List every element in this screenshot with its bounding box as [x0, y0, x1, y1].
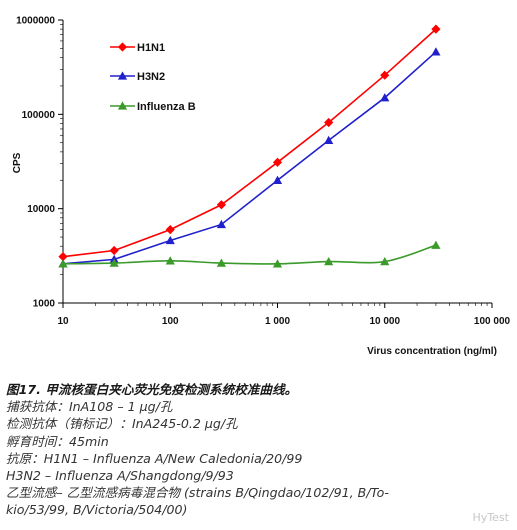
data-point — [165, 224, 175, 235]
caption-line-influenza-b: 乙型流感– 乙型流感病毒混合物 (strains B/Qingdao/102/9… — [6, 485, 389, 501]
series-line — [62, 244, 437, 265]
data-point — [324, 256, 334, 266]
data-series — [58, 24, 441, 268]
y-tick-label: 100000 — [22, 110, 56, 121]
y-tick-label: 1000 — [33, 299, 56, 310]
caption-line-influenza-b-cont: kio/53/99, B/Victoria/504/00) — [6, 502, 188, 518]
x-tick-label: 100 — [162, 316, 179, 327]
x-tick-label: 10 — [57, 316, 69, 327]
x-axis-title: Virus concentration (ng/ml) — [367, 346, 497, 357]
series-h1n1 — [58, 24, 441, 262]
watermark-text: HyTest — [472, 511, 509, 524]
data-point — [216, 219, 227, 229]
data-point — [109, 258, 119, 267]
figure-caption: 图17. 甲流核蛋白夹心荧光免疫检测系统校准曲线。 捕获抗体：InA108 – … — [6, 381, 512, 519]
caption-title: 图17. 甲流核蛋白夹心荧光免疫检测系统校准曲线。 — [6, 382, 298, 397]
y-axis-title: CPS — [12, 152, 23, 173]
data-point — [431, 24, 441, 34]
data-point — [117, 101, 128, 110]
series-line — [62, 28, 437, 258]
legend-entry: H3N2 — [110, 71, 165, 83]
data-point — [216, 200, 227, 210]
y-tick-labels: 1000 10000 100000 1000000 — [16, 16, 55, 310]
data-point — [58, 252, 68, 262]
legend-entry: H1N1 — [110, 42, 165, 54]
legend-label: H1N1 — [137, 42, 165, 54]
caption-line-antigen-h1n1: 抗原：H1N1 – Influenza A/New Caledonia/20/9… — [6, 450, 303, 466]
legend-label: H3N2 — [137, 71, 165, 83]
series-influenza-b — [58, 240, 441, 268]
data-point — [431, 47, 441, 56]
data-point — [58, 259, 68, 268]
series-line — [62, 51, 437, 265]
data-point — [165, 235, 175, 245]
x-tick-label: 100 000 — [474, 316, 511, 327]
data-point — [431, 240, 441, 249]
legend-entry: Influenza B — [110, 101, 196, 113]
data-point — [117, 71, 128, 80]
x-tick-label: 1 000 — [265, 316, 290, 327]
chart-legend: H1N1 H3N2 Influenza B — [110, 42, 196, 113]
data-point — [380, 70, 390, 80]
y-tick-label: 10000 — [27, 204, 55, 215]
data-point — [324, 135, 334, 145]
data-point — [324, 117, 334, 128]
data-point — [272, 259, 283, 268]
caption-line-detection-antibody: 检测抗体（铕标记）：InA245-0.2 μg/孔 — [6, 416, 238, 432]
data-point — [272, 157, 283, 167]
data-point — [165, 256, 175, 265]
series-h3n2 — [58, 47, 441, 268]
caption-line-capture-antibody: 捕获抗体：InA108 – 1 μg/孔 — [6, 399, 173, 415]
x-tick-label: 10 000 — [369, 316, 400, 327]
data-point — [117, 42, 128, 52]
data-point — [272, 175, 283, 184]
legend-label: Influenza B — [137, 101, 196, 113]
data-point — [109, 245, 119, 256]
y-tick-label: 1000000 — [16, 16, 55, 27]
x-tick-labels: 10 100 1 000 10 000 100 000 — [57, 316, 510, 327]
caption-line-incubation: 孵育时间：45min — [6, 433, 109, 449]
data-point — [380, 256, 390, 266]
data-point — [216, 258, 227, 267]
caption-line-antigen-h3n2: H3N2 – Influenza A/Shangdong/9/93 — [6, 468, 234, 484]
data-point — [380, 93, 390, 102]
